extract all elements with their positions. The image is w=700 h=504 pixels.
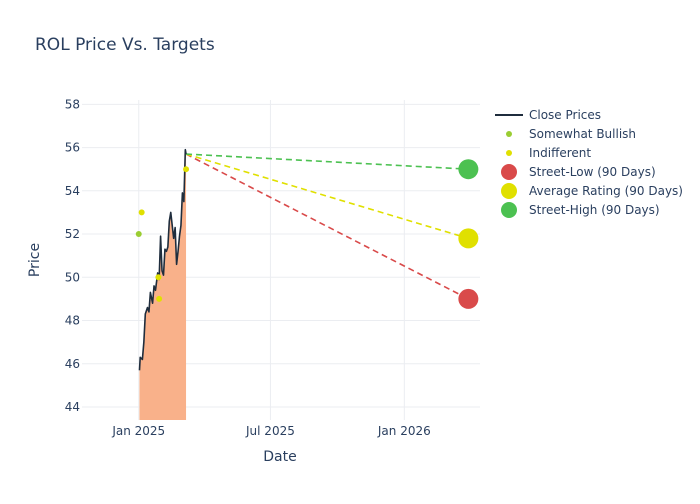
legend-dot-swatch xyxy=(506,150,512,156)
legend-item[interactable]: Indifferent xyxy=(506,146,591,160)
x-axis-title: Date xyxy=(263,449,296,465)
legend-label: Indifferent xyxy=(529,146,591,160)
rating-point xyxy=(138,209,145,216)
y-tick-label: 56 xyxy=(65,141,80,155)
legend-label: Street-Low (90 Days) xyxy=(529,165,656,179)
rating-point xyxy=(155,274,162,281)
rating-point xyxy=(135,231,142,238)
legend[interactable]: Close Prices Somewhat Bullish Indifferent S… xyxy=(495,108,683,218)
target-marker xyxy=(458,228,479,249)
legend-dot-swatch xyxy=(501,202,517,218)
legend-item[interactable]: Street-High (90 Days) xyxy=(501,202,660,218)
legend-dot-swatch xyxy=(506,131,512,137)
x-tick-label: Jul 2025 xyxy=(245,424,295,438)
y-tick-label: 48 xyxy=(65,314,80,328)
target-line xyxy=(186,153,469,170)
target-marker xyxy=(458,288,479,309)
chart-title: ROL Price Vs. Targets xyxy=(35,35,215,55)
y-tick-label: 54 xyxy=(65,184,80,198)
y-tick-label: 46 xyxy=(65,357,80,371)
legend-label: Street-High (90 Days) xyxy=(529,203,660,217)
rating-point xyxy=(156,295,163,302)
points-layer xyxy=(135,159,479,309)
legend-item[interactable]: Street-Low (90 Days) xyxy=(501,164,656,180)
y-axis-title: Price xyxy=(27,243,43,277)
close-price-area xyxy=(139,149,187,420)
legend-item[interactable]: Close Prices xyxy=(495,108,601,122)
y-tick-label: 58 xyxy=(65,97,80,111)
target-line xyxy=(185,153,469,300)
close-line-layer xyxy=(138,148,187,371)
x-tick-label: Jan 2025 xyxy=(111,424,165,438)
legend-dot-swatch xyxy=(501,183,517,199)
x-tick-label: Jan 2026 xyxy=(377,424,431,438)
target-lines-layer xyxy=(185,153,469,300)
target-marker xyxy=(458,159,479,180)
target-line xyxy=(185,153,469,240)
y-tick-label: 44 xyxy=(65,400,80,414)
legend-label: Close Prices xyxy=(529,108,601,122)
legend-dot-swatch xyxy=(501,164,517,180)
legend-label: Somewhat Bullish xyxy=(529,127,636,141)
legend-item[interactable]: Somewhat Bullish xyxy=(506,127,636,141)
close-price-line xyxy=(138,148,187,371)
legend-label: Average Rating (90 Days) xyxy=(529,184,683,198)
y-tick-label: 52 xyxy=(65,227,80,241)
rating-point xyxy=(183,166,190,173)
y-tick-label: 50 xyxy=(65,270,80,284)
area-fill-layer xyxy=(139,149,187,420)
tick-labels-layer: 44 46 48 50 52 54 56 58 Jan 2025 Jul 2025 Jan 2026 xyxy=(65,97,431,438)
legend-item[interactable]: Average Rating (90 Days) xyxy=(501,183,683,199)
